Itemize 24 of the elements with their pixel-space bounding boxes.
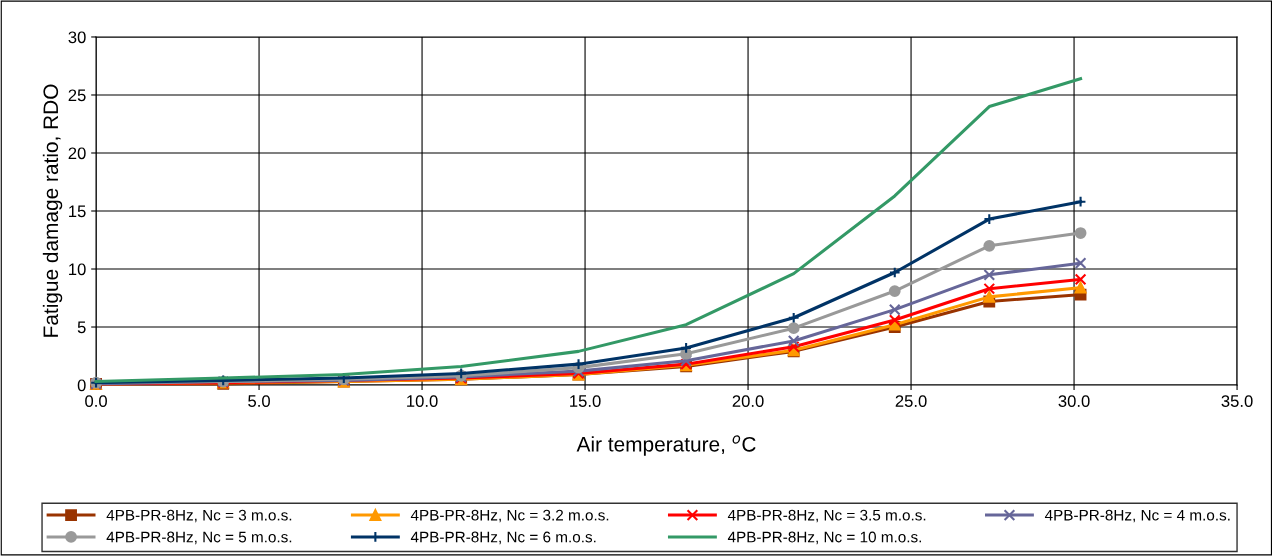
legend-label: 4PB-PR-8Hz, Nc = 4 m.o.s.	[1044, 509, 1230, 523]
y-tick-label: 30	[68, 31, 86, 44]
x-tick-label: 20.0	[732, 395, 764, 407]
x-tick-label: 5.0	[248, 395, 270, 407]
legend-label: 4PB-PR-8Hz, Nc = 10 m.o.s.	[727, 531, 922, 545]
legend-label: 4PB-PR-8Hz, Nc = 3 m.o.s.	[106, 509, 292, 523]
legend-label: 4PB-PR-8Hz, Nc = 3.2 m.o.s.	[410, 509, 609, 523]
legend-label: 4PB-PR-8Hz, Nc = 3.5 m.o.s.	[727, 509, 926, 523]
legend-label: 4PB-PR-8Hz, Nc = 5 m.o.s.	[106, 531, 292, 545]
y-tick-label: 5	[77, 321, 86, 334]
x-axis-title: Air temperature, $^{o}$C	[576, 435, 756, 456]
x-tick-label: 15.0	[570, 395, 601, 407]
y-tick-label: 20	[68, 147, 86, 160]
x-tick-label: 10.0	[407, 395, 438, 407]
x-tick-label: 30.0	[1058, 395, 1090, 407]
y-tick-label: 25	[68, 89, 86, 102]
y-axis-title: Fatigue damage ratio, RDO	[42, 84, 63, 337]
x-tick-label: 0.0	[85, 395, 107, 407]
x-tick-label: 25.0	[895, 395, 927, 407]
x-tick-label: 35.0	[1221, 395, 1253, 407]
y-tick-label: 15	[69, 205, 86, 218]
y-tick-label: 10	[69, 263, 86, 276]
legend-label: 4PB-PR-8Hz, Nc = 6 m.o.s.	[410, 531, 596, 545]
y-tick-label: 0	[77, 379, 86, 392]
